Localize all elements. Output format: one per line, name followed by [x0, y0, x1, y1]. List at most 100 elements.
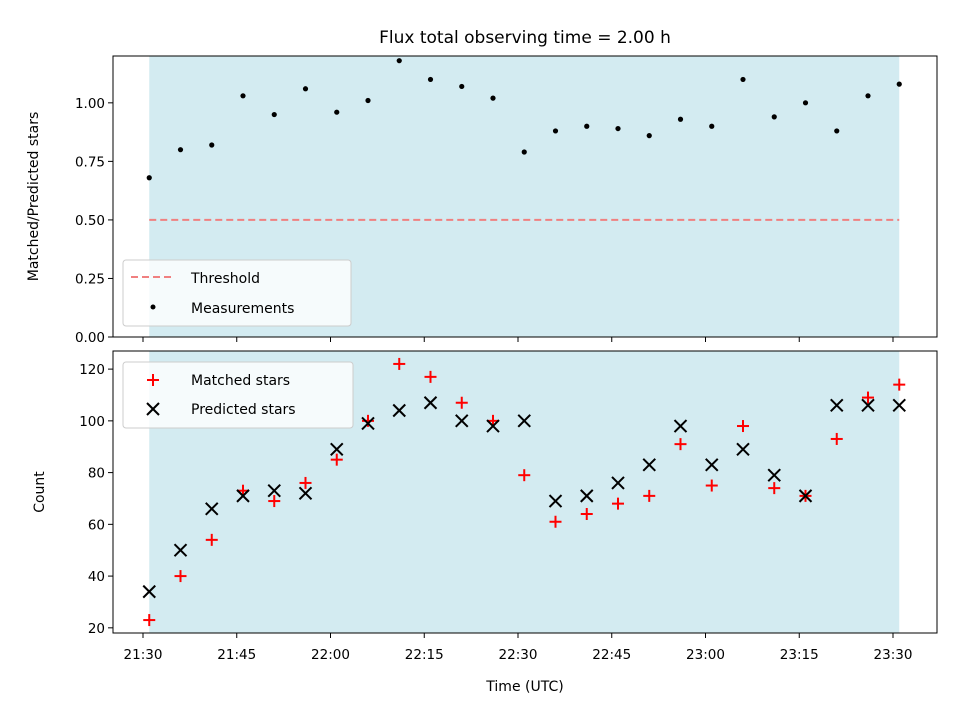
predicted-star-point: [423, 396, 438, 410]
predicted-star-point: [798, 489, 813, 503]
count-x-tick-label: 22:30: [499, 647, 538, 663]
predicted-star-point: [611, 476, 625, 490]
measurement-point: [334, 109, 340, 115]
matched-star-point: [674, 438, 687, 451]
ratio-y-tick-label: 0.00: [75, 330, 105, 346]
count-x-tick-label: 21:45: [217, 647, 256, 663]
predicted-star-point: [673, 419, 688, 433]
predicted-legend-swatch: [146, 402, 160, 416]
predicted-star-point: [455, 414, 469, 428]
ratio-axes-frame: [112, 55, 938, 338]
count-x-tick-label: 22:00: [311, 647, 350, 663]
matched-star-point: [330, 453, 343, 466]
count-y-tick-label: 100: [79, 414, 105, 430]
count-x-tick-label: 21:30: [124, 647, 163, 663]
count-x-tick-label: 23:30: [874, 647, 913, 663]
matched-star-point: [768, 482, 781, 495]
matched-legend-label: Matched stars: [191, 373, 290, 389]
matched-star-point: [393, 357, 406, 370]
ratio-y-tick-label: 0.50: [75, 213, 105, 229]
measurement-point: [802, 100, 809, 106]
count-y-tick-label: 80: [88, 466, 105, 482]
measurement-point: [865, 93, 871, 99]
ratio-legend: Threshold Measurements: [122, 259, 352, 327]
predicted-star-point: [892, 398, 906, 413]
matched-star-point: [299, 476, 312, 489]
matched-star-point: [705, 479, 718, 492]
matched-legend-swatch: [147, 374, 159, 386]
measurement-point: [896, 81, 902, 87]
predicted-star-point: [142, 584, 156, 599]
measurement-point: [709, 123, 715, 129]
measurement-point: [646, 133, 652, 139]
matched-star-point: [205, 533, 218, 546]
count-x-tick-label: 23:00: [686, 647, 725, 663]
predicted-star-point: [861, 398, 875, 413]
matched-star-point: [580, 507, 593, 520]
measurement-point: [209, 142, 215, 148]
measurements-legend-label: Measurements: [191, 301, 294, 317]
count-x-tick-label: 23:15: [780, 647, 819, 663]
ratio-y-tick-label: 0.25: [75, 271, 105, 287]
measurement-point: [677, 116, 684, 122]
matched-star-point: [174, 570, 187, 583]
measurement-point: [146, 175, 152, 181]
chart-title: Flux total observing time = 2.00 h: [379, 28, 671, 48]
measurement-point: [584, 123, 590, 129]
ratio-y-tick-label: 0.75: [75, 154, 105, 170]
measurement-point: [552, 128, 559, 134]
predicted-star-point: [517, 414, 531, 428]
measurement-point: [365, 97, 371, 104]
count-y-tick-label: 20: [88, 621, 105, 637]
measurement-point: [490, 95, 496, 101]
count-points: [142, 357, 906, 627]
matched-star-point: [643, 489, 656, 502]
predicted-star-point: [580, 489, 594, 503]
predicted-star-point: [236, 489, 250, 503]
matched-star-point: [893, 378, 906, 391]
measurement-point: [459, 83, 465, 90]
count-x-tick-label: 22:45: [592, 647, 631, 663]
count-axes-frame: [112, 350, 938, 634]
matched-star-point: [612, 497, 624, 510]
predicted-star-point: [767, 468, 781, 482]
matched-star-point: [737, 420, 749, 433]
measurement-point: [302, 86, 309, 92]
measurement-point: [177, 147, 184, 153]
ratio-y-label: Matched/Predicted stars: [26, 112, 42, 282]
predicted-star-point: [736, 442, 750, 457]
count-legend-box: [122, 361, 354, 429]
count-x-tick-label: 22:15: [405, 647, 444, 663]
count-y-label: Count: [32, 471, 48, 513]
predicted-star-point: [830, 398, 844, 413]
ratio-x-ticks: [142, 337, 894, 342]
predicted-star-point: [705, 458, 719, 472]
predicted-star-point: [486, 419, 500, 433]
ratio-y-ticks: 0.00 0.25 0.50 0.75 1.00: [75, 96, 113, 346]
predicted-star-point: [330, 442, 344, 457]
measurements-legend-swatch: [150, 304, 156, 310]
predicted-star-point: [205, 502, 219, 516]
predicted-legend-label: Predicted stars: [191, 402, 296, 418]
measurement-point: [615, 125, 621, 132]
count-y-ticks: 20 40 60 80 100 120: [79, 362, 113, 637]
measurement-point: [740, 76, 746, 83]
count-legend: Matched stars Predicted stars: [122, 361, 354, 429]
predicted-star-point: [392, 403, 406, 418]
count-y-tick-label: 40: [88, 569, 105, 585]
ratio-y-tick-label: 1.00: [75, 96, 105, 112]
threshold-legend-label: Threshold: [190, 271, 260, 287]
predicted-star-point: [361, 416, 375, 431]
predicted-star-point: [548, 494, 563, 508]
measurement-point: [271, 111, 277, 118]
count-x-ticks: 21:30 21:45 22:00 22:15 22:30 22:45 23:00 23:15…: [124, 633, 913, 663]
matched-star-point: [830, 432, 843, 445]
predicted-star-point: [642, 458, 656, 472]
measurement-point: [521, 149, 527, 155]
matched-star-point: [518, 469, 531, 482]
measurement-point: [771, 114, 777, 120]
matched-star-point: [549, 515, 562, 528]
predicted-star-point: [173, 543, 188, 557]
matched-star-point: [268, 495, 281, 508]
